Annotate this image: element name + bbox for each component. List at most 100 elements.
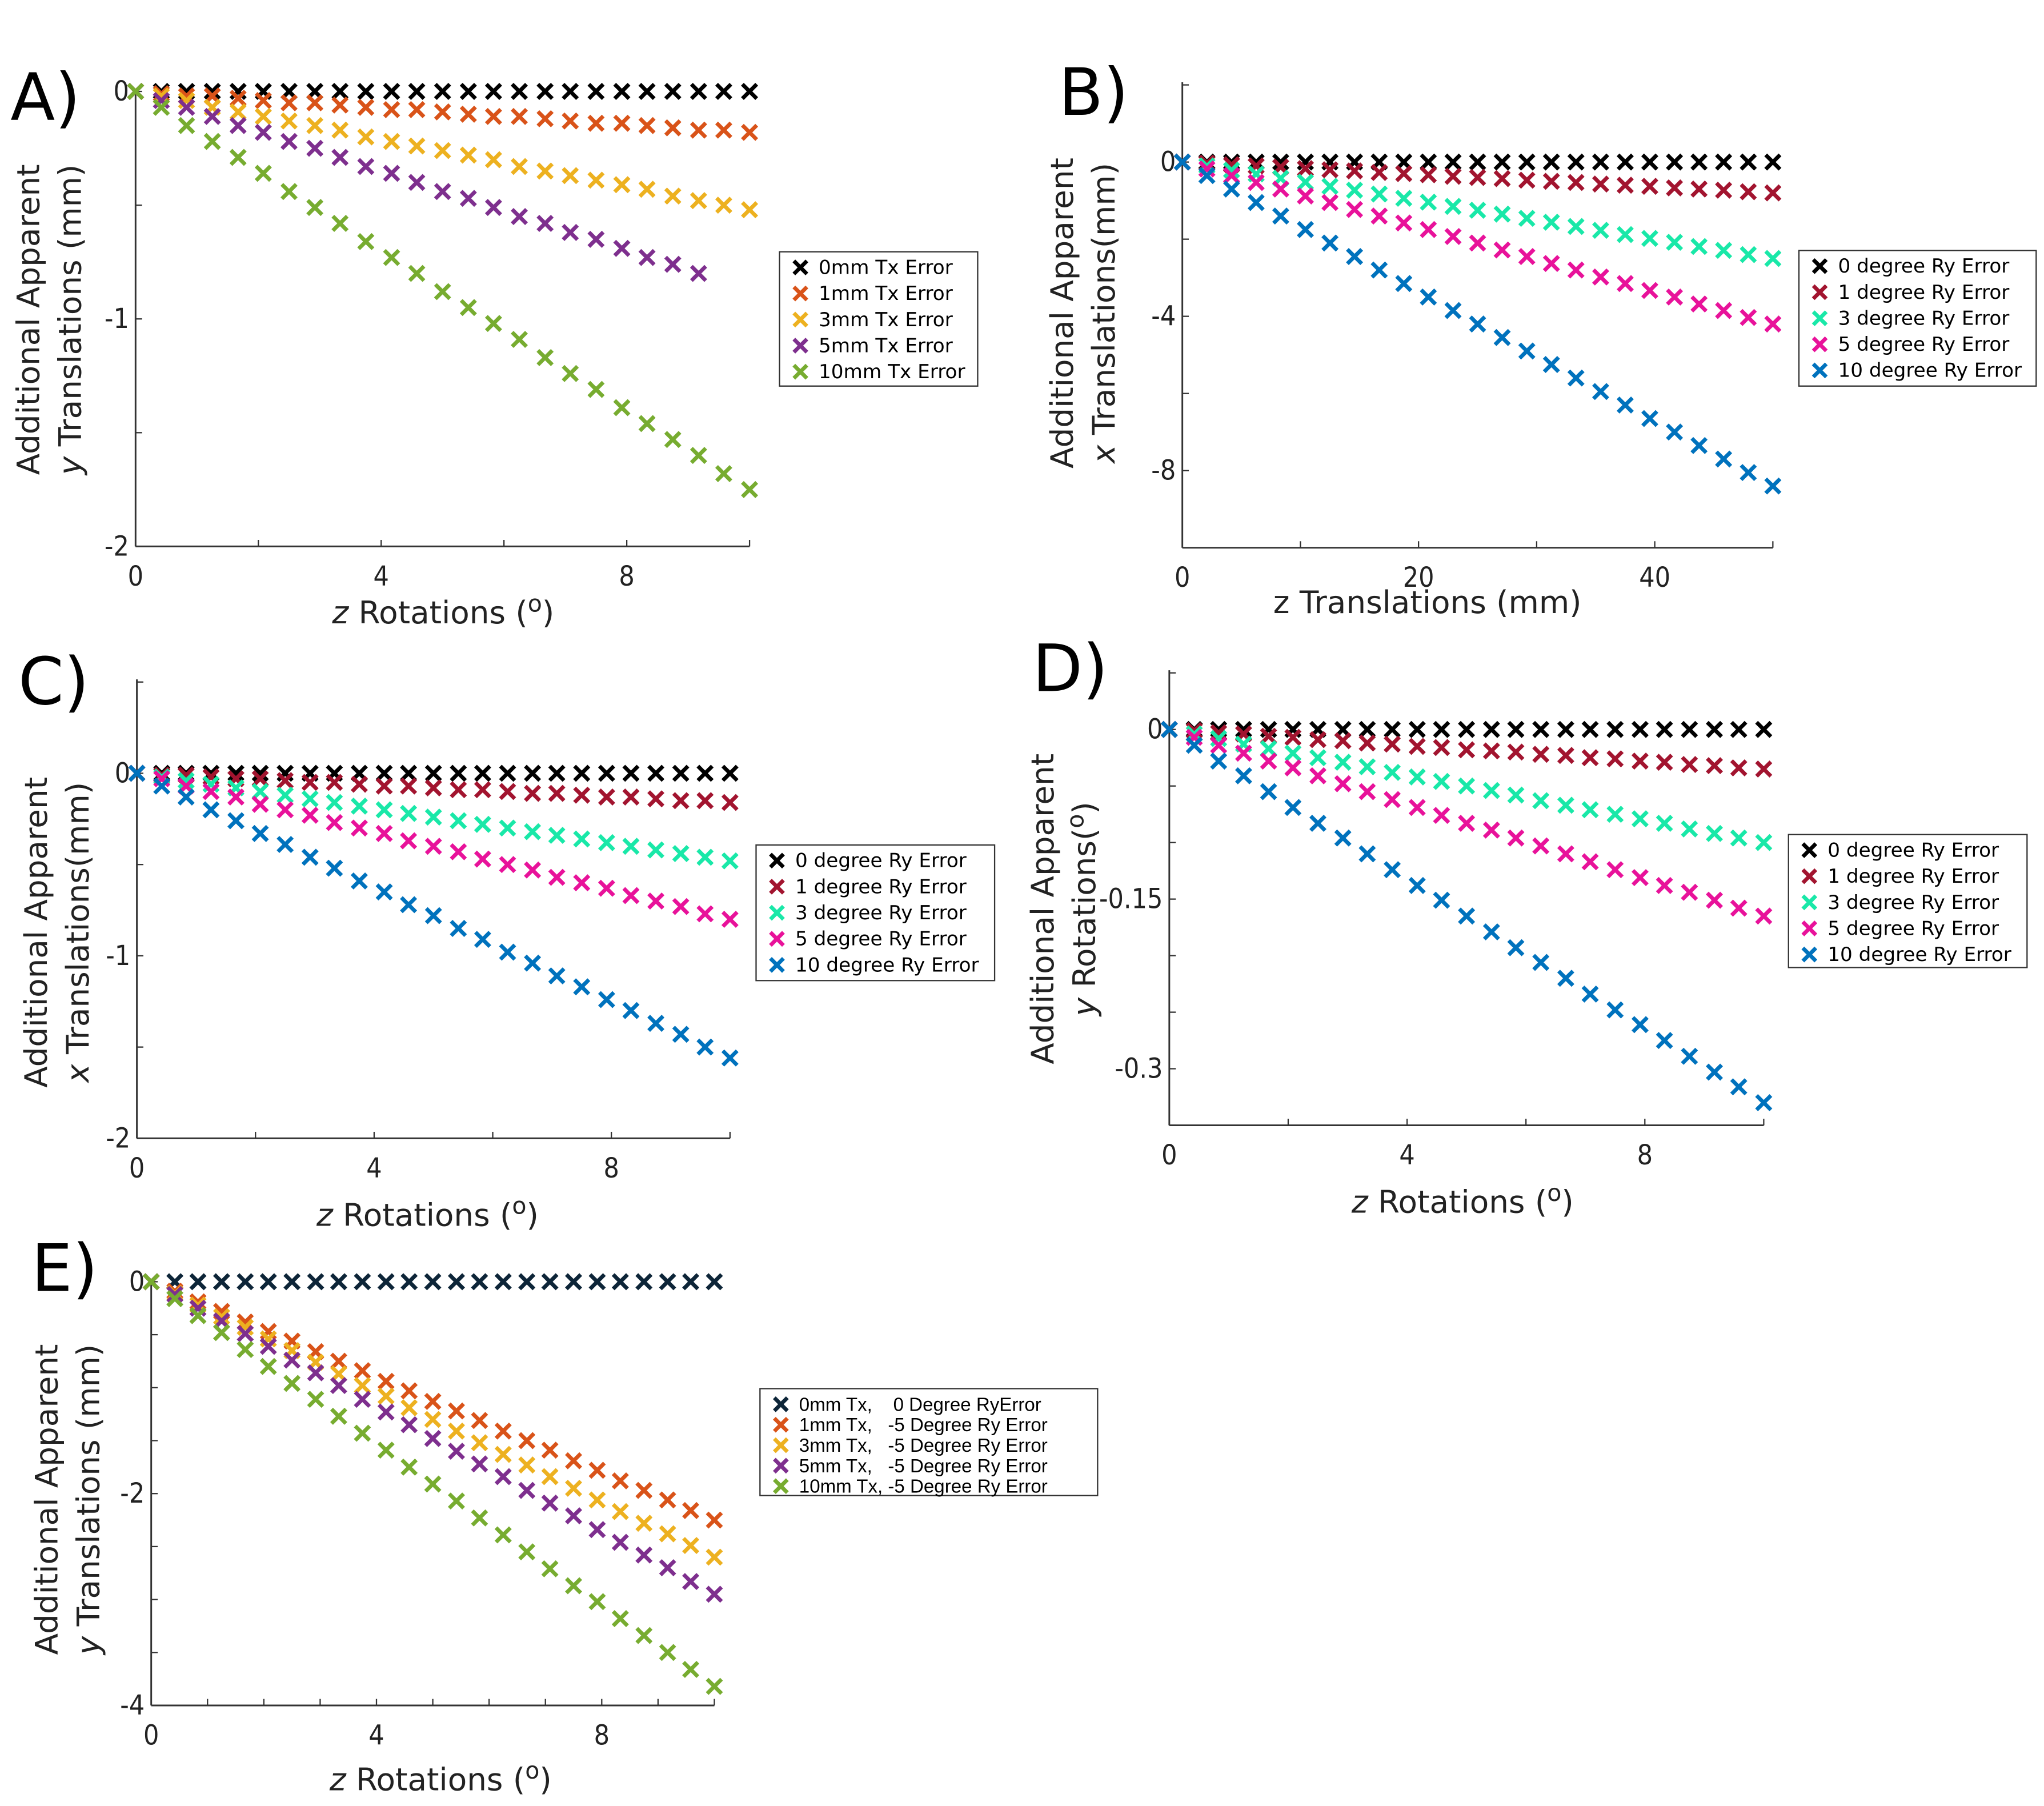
data-point-marker bbox=[1444, 198, 1462, 215]
data-point-marker bbox=[721, 852, 739, 870]
data-point-marker bbox=[450, 920, 467, 937]
data-point-marker bbox=[518, 1543, 536, 1561]
data-point-marker bbox=[1321, 178, 1339, 195]
data-point-marker bbox=[1260, 720, 1277, 738]
data-point-marker bbox=[237, 1273, 254, 1291]
data-point-marker bbox=[400, 1458, 418, 1476]
data-point-marker bbox=[178, 98, 195, 116]
data-point-marker bbox=[721, 1049, 739, 1067]
y-axis-label-line2: x Translations(mm) bbox=[59, 782, 96, 1084]
data-point-marker bbox=[1730, 759, 1748, 776]
data-point-marker bbox=[1755, 720, 1773, 738]
data-point-marker bbox=[1395, 275, 1413, 293]
legend-entry: 1mm Tx, -5 Degree Ry Error bbox=[799, 1415, 1048, 1436]
data-point-marker bbox=[1370, 185, 1388, 203]
data-point-marker bbox=[1458, 777, 1476, 795]
y-tick-label: 0 bbox=[1160, 147, 1176, 178]
data-point-marker bbox=[1260, 740, 1277, 758]
data-point-marker bbox=[499, 943, 516, 961]
panel-a: A) 0 4 8 0 -1 -2 z Rotations (o) Additional Appa… bbox=[10, 59, 979, 631]
data-point-marker bbox=[1606, 806, 1624, 823]
axis-label-text: Rotations ( bbox=[348, 594, 528, 631]
data-point-marker bbox=[1507, 829, 1525, 847]
data-point-marker bbox=[1764, 184, 1782, 202]
data-point-marker bbox=[424, 1392, 442, 1410]
data-point-marker bbox=[1384, 763, 1401, 781]
data-point-marker bbox=[331, 215, 349, 232]
data-point-marker bbox=[682, 1501, 700, 1519]
data-point-marker bbox=[1160, 720, 1178, 738]
data-point-marker bbox=[1309, 767, 1326, 784]
data-point-marker bbox=[1284, 728, 1302, 746]
data-point-marker bbox=[400, 777, 418, 795]
data-point-marker bbox=[166, 1286, 184, 1303]
data-point-marker bbox=[330, 1377, 347, 1395]
data-point-marker bbox=[1567, 153, 1585, 171]
data-point-marker bbox=[448, 1492, 465, 1510]
data-point-marker bbox=[424, 907, 442, 924]
data-point-marker bbox=[1321, 194, 1339, 211]
data-point-marker bbox=[227, 788, 245, 806]
data-point-marker bbox=[1518, 342, 1536, 360]
data-point-marker bbox=[1210, 724, 1228, 742]
data-point-marker bbox=[721, 794, 739, 811]
data-point-marker bbox=[377, 1372, 395, 1390]
data-point-marker bbox=[1408, 876, 1426, 894]
x-tick-label: 0 bbox=[143, 1720, 159, 1751]
data-point-marker bbox=[1592, 268, 1609, 286]
data-point-marker bbox=[499, 819, 516, 837]
x-tick-label: 8 bbox=[1637, 1140, 1653, 1171]
data-point-marker bbox=[474, 931, 491, 948]
data-point-marker bbox=[562, 365, 579, 382]
data-point-marker bbox=[1542, 213, 1560, 231]
data-point-marker bbox=[276, 801, 294, 819]
data-point-marker bbox=[1420, 288, 1437, 306]
data-point-marker bbox=[622, 887, 640, 904]
data-point-marker bbox=[536, 162, 554, 180]
legend-entry: 1 degree Ry Error bbox=[795, 875, 967, 898]
data-point-marker bbox=[1420, 193, 1437, 211]
data-point-marker bbox=[696, 848, 714, 866]
data-point-marker bbox=[611, 1472, 629, 1489]
data-point-marker bbox=[682, 1661, 700, 1678]
data-point-marker bbox=[1334, 829, 1352, 847]
data-point-marker bbox=[1740, 246, 1757, 263]
data-point-marker bbox=[229, 89, 247, 107]
legend: 0 degree Ry Error 1 degree Ry Error 3 degr… bbox=[1788, 834, 2028, 968]
series-3 bbox=[1173, 153, 1782, 333]
data-point-marker bbox=[1532, 837, 1550, 855]
series-4 bbox=[1160, 720, 1773, 1111]
series-4 bbox=[128, 764, 739, 1067]
data-point-marker bbox=[588, 1273, 606, 1291]
data-point-marker bbox=[1469, 234, 1486, 252]
data-point-marker bbox=[229, 103, 247, 121]
data-point-marker bbox=[562, 167, 579, 185]
data-point-marker bbox=[251, 764, 269, 782]
panel-label: D) bbox=[1032, 631, 1108, 707]
data-point-marker bbox=[128, 764, 146, 782]
data-point-marker bbox=[251, 824, 269, 842]
data-point-marker bbox=[177, 772, 195, 790]
legend-entry: 0 degree Ry Error bbox=[1838, 255, 2010, 278]
data-point-marker bbox=[635, 1627, 653, 1644]
data-point-marker bbox=[1681, 1047, 1698, 1065]
data-point-marker bbox=[1567, 174, 1585, 191]
data-point-marker bbox=[548, 967, 566, 985]
data-point-marker bbox=[357, 83, 375, 100]
data-point-marker bbox=[682, 1573, 700, 1591]
data-point-marker bbox=[1458, 720, 1476, 738]
data-point-marker bbox=[1542, 173, 1560, 190]
data-point-marker bbox=[326, 859, 343, 877]
data-point-marker bbox=[1715, 181, 1733, 199]
data-point-marker bbox=[1482, 923, 1500, 941]
data-point-marker bbox=[1542, 153, 1560, 171]
data-point-marker bbox=[127, 83, 145, 100]
legend: 0 degree Ry Error 1 degree Ry Error 3 degr… bbox=[755, 844, 996, 982]
data-point-marker bbox=[635, 1481, 653, 1499]
data-point-marker bbox=[1507, 786, 1525, 804]
legend-marker-icon bbox=[769, 852, 785, 869]
data-point-marker bbox=[672, 764, 690, 782]
legend-entry: 5mm Tx Error bbox=[819, 334, 953, 357]
data-point-marker bbox=[408, 265, 426, 282]
data-point-marker bbox=[672, 1026, 690, 1043]
